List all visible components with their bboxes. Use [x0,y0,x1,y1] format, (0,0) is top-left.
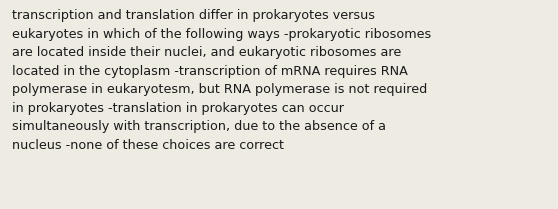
Text: transcription and translation differ in prokaryotes versus
eukaryotes in which o: transcription and translation differ in … [12,9,431,152]
